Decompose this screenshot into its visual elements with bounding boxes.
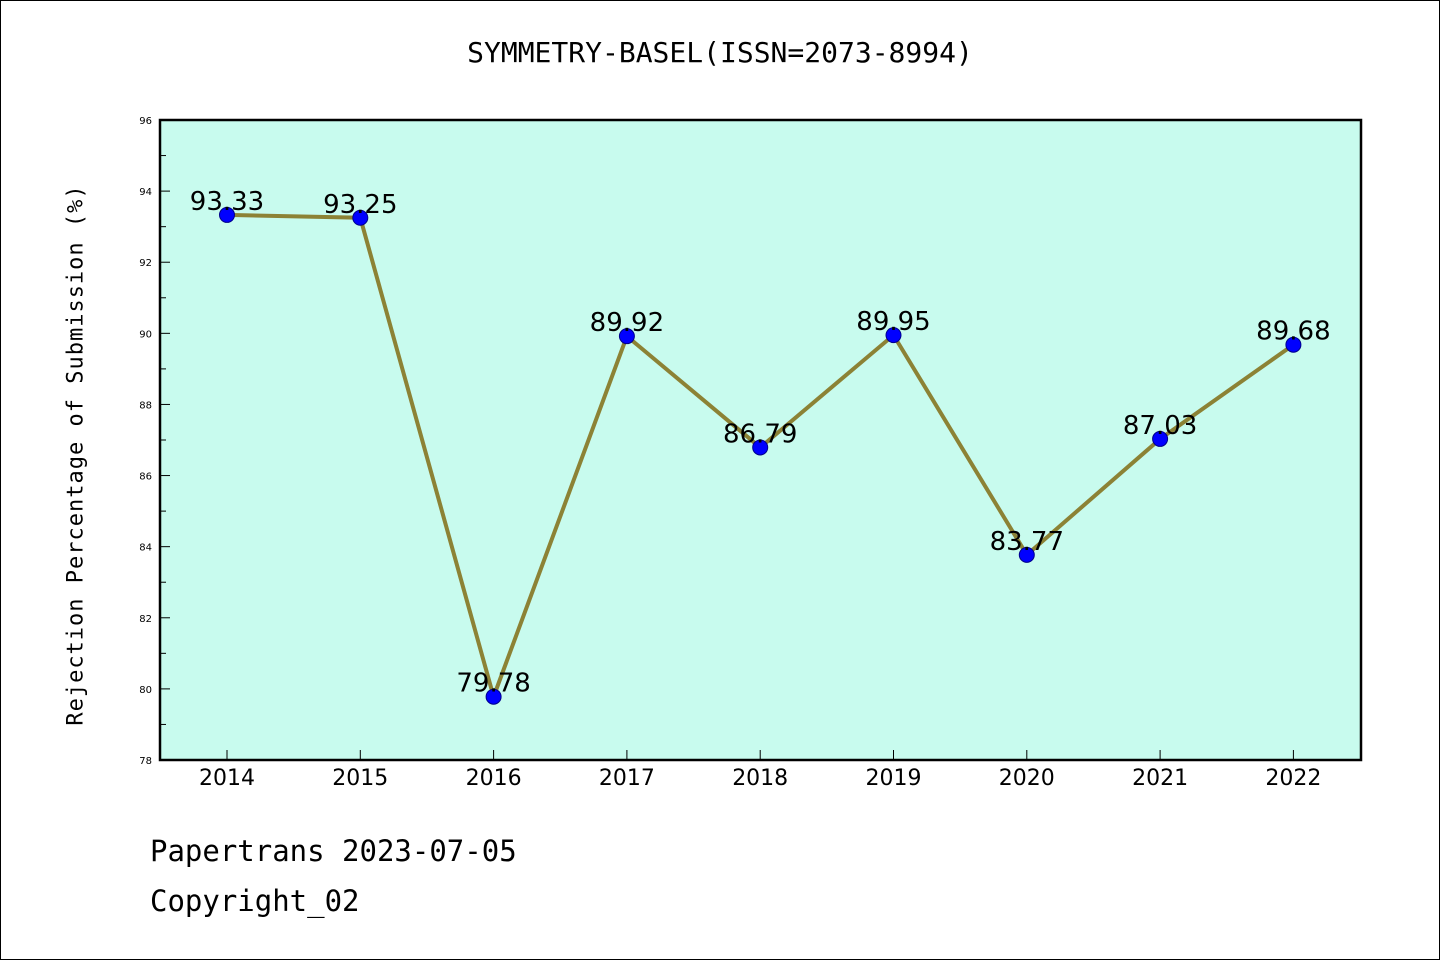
data-label: 86.79 bbox=[723, 419, 797, 449]
data-label: 89.92 bbox=[590, 308, 664, 338]
data-point bbox=[618, 328, 635, 345]
y-tick-label: 80 bbox=[139, 685, 152, 696]
data-point bbox=[752, 439, 769, 456]
y-tick-label: 94 bbox=[139, 187, 152, 198]
data-point bbox=[219, 206, 235, 223]
y-tick-label: 90 bbox=[139, 329, 152, 340]
x-axis: 2014 2015 2016 2017 2018 2019 2020 2021 2022 bbox=[199, 750, 1321, 791]
data-label: 89.68 bbox=[1256, 317, 1330, 347]
x-tick-label: 2016 bbox=[466, 766, 522, 791]
data-label: 93.33 bbox=[190, 187, 264, 217]
footer-copyright: Copyright_02 bbox=[150, 884, 360, 918]
data-point bbox=[885, 327, 902, 344]
x-tick-label: 2014 bbox=[199, 766, 255, 791]
data-point bbox=[1285, 336, 1302, 353]
x-tick-label: 2019 bbox=[866, 766, 922, 791]
x-tick-label: 2021 bbox=[1132, 766, 1188, 791]
y-tick-label: 88 bbox=[139, 400, 152, 411]
data-label: 83.77 bbox=[990, 527, 1064, 557]
data-point bbox=[1018, 546, 1035, 563]
y-tick-label: 86 bbox=[139, 472, 152, 483]
series-group: 93.33 93.25 79.78 89.92 86.79 89.95 83.77 87.03… bbox=[190, 187, 1331, 705]
plot-border bbox=[158, 118, 1363, 762]
data-label: 93.25 bbox=[323, 190, 397, 220]
data-point bbox=[485, 688, 502, 705]
x-tick-label: 2015 bbox=[332, 766, 388, 791]
y-tick-label: 78 bbox=[139, 756, 152, 767]
footer-date: Papertrans 2023-07-05 bbox=[150, 834, 517, 868]
y-tick-label: 82 bbox=[139, 614, 152, 625]
data-label: 89.95 bbox=[856, 307, 930, 337]
chart-title: SYMMETRY-BASEL(ISSN=2073-8994) bbox=[467, 36, 973, 69]
data-label: 87.03 bbox=[1123, 411, 1197, 441]
y-tick-label: 84 bbox=[139, 543, 152, 554]
x-tick-label: 2017 bbox=[599, 766, 655, 791]
x-tick-label: 2022 bbox=[1265, 766, 1321, 791]
data-point bbox=[1152, 430, 1169, 447]
y-tick-label: 96 bbox=[139, 116, 152, 127]
x-tick-label: 2018 bbox=[732, 766, 788, 791]
data-label: 79.78 bbox=[456, 669, 530, 699]
data-point bbox=[352, 209, 369, 226]
x-tick-label: 2020 bbox=[999, 766, 1055, 791]
y-tick-label: 92 bbox=[139, 258, 152, 269]
